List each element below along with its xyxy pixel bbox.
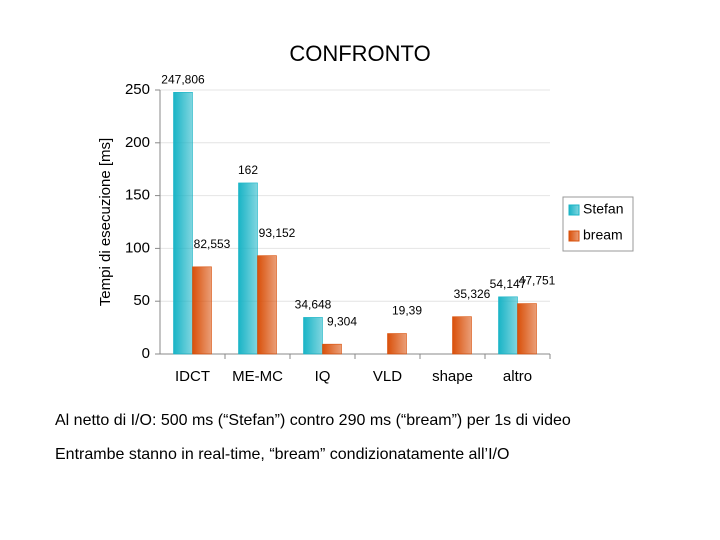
data-label: 93,152 <box>259 226 296 240</box>
x-tick-label: IDCT <box>175 368 210 385</box>
data-label: 9,304 <box>327 314 357 328</box>
legend-swatch <box>568 204 580 216</box>
bar <box>498 296 518 355</box>
data-label: 19,39 <box>392 304 422 318</box>
y-tick-label: 50 <box>133 292 150 309</box>
bar <box>173 92 193 355</box>
x-tick-label: altro <box>503 368 532 385</box>
bar <box>452 316 472 355</box>
x-tick-label: ME-MC <box>232 368 283 385</box>
bar <box>238 182 258 355</box>
bar <box>192 266 212 355</box>
data-label: 35,326 <box>454 287 491 301</box>
legend-label: bream <box>583 227 623 243</box>
data-label: 162 <box>238 163 258 177</box>
x-tick-label: IQ <box>315 368 331 385</box>
data-label: 54,147 <box>490 277 527 291</box>
bar <box>303 317 323 355</box>
y-tick-label: 150 <box>125 187 150 204</box>
legend-label: Stefan <box>583 201 623 217</box>
y-tick-label: 100 <box>125 239 150 256</box>
y-tick-label: 250 <box>125 81 150 98</box>
data-label: 247,806 <box>161 72 205 86</box>
data-label: 47,751 <box>519 274 556 288</box>
x-tick-label: shape <box>432 368 473 385</box>
bar <box>387 333 407 355</box>
chart-title: CONFRONTO <box>289 41 430 66</box>
bar <box>257 255 277 355</box>
chart: CONFRONTO Tempi di esecuzione [ms] 0 50 10… <box>97 41 634 385</box>
bar <box>322 343 342 355</box>
legend-swatch <box>568 230 580 242</box>
note: Al netto di I/O: 500 ms (“Stefan”) contr… <box>55 412 571 429</box>
note: Entrambe stanno in real-time, “bream” co… <box>55 446 510 463</box>
bar <box>517 303 537 355</box>
y-tick-label: 200 <box>125 134 150 151</box>
x-tick-label: VLD <box>373 368 402 385</box>
y-axis-label: Tempi di esecuzione [ms] <box>97 138 114 306</box>
data-label: 82,553 <box>194 237 231 251</box>
y-tick-label: 0 <box>142 345 150 362</box>
data-label: 34,648 <box>295 298 332 312</box>
